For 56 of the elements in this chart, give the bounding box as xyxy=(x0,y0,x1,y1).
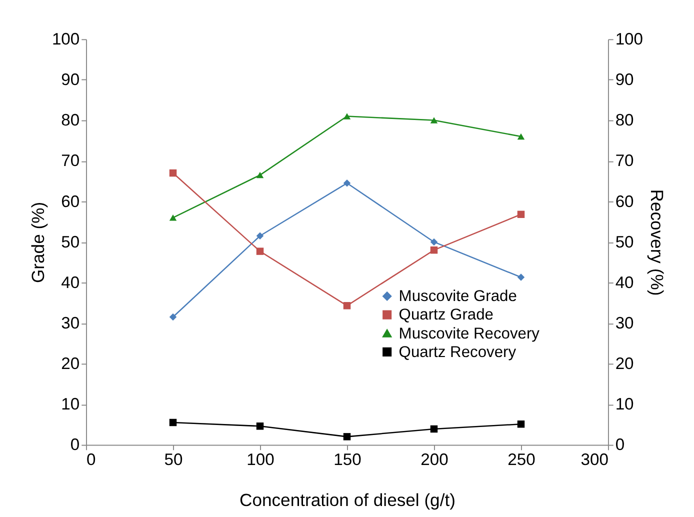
x-tick-label: 200 xyxy=(420,450,448,469)
point xyxy=(169,313,177,321)
point xyxy=(256,248,264,255)
point xyxy=(430,238,438,246)
point xyxy=(517,420,525,428)
x-tick-label: 50 xyxy=(164,450,183,469)
x-axis-title: Concentration of diesel (g/t) xyxy=(240,490,456,510)
point xyxy=(343,113,351,120)
y2-tick-label: 30 xyxy=(615,313,634,332)
y2-tick-label: 100 xyxy=(615,30,644,49)
y-tick-label: 20 xyxy=(61,354,80,374)
point xyxy=(256,172,264,178)
y2-tick-label: 10 xyxy=(615,394,634,414)
y-tick-label: 60 xyxy=(61,192,80,211)
point xyxy=(169,418,177,426)
x-tick-label: 150 xyxy=(334,450,362,469)
y-tick-label: 80 xyxy=(61,110,80,130)
y-tick-label: 30 xyxy=(61,313,80,332)
point xyxy=(343,433,351,440)
y-tick-label: 0 xyxy=(70,435,80,454)
legend-label: Quartz Grade xyxy=(398,306,494,324)
x-tick-label: 0 xyxy=(86,450,96,469)
y2-tick-label: 80 xyxy=(615,110,634,130)
y2-tick-label: 40 xyxy=(615,272,634,292)
point xyxy=(343,302,351,310)
point xyxy=(343,180,351,187)
x-tick-label: 100 xyxy=(246,450,274,469)
point xyxy=(517,133,525,140)
y-tick-label: 50 xyxy=(61,232,80,252)
y2-tick-label: 0 xyxy=(615,435,625,454)
legend-label: Quartz Recovery xyxy=(398,344,516,361)
point xyxy=(430,246,438,254)
legend-label: Muscovite Grade xyxy=(398,288,517,306)
y-axis-title: Grade (%) xyxy=(28,202,48,283)
point xyxy=(430,117,438,124)
y-tick-label: 40 xyxy=(61,272,80,292)
point xyxy=(169,214,177,221)
x-tick-label: 250 xyxy=(508,450,536,469)
point xyxy=(517,210,525,218)
point xyxy=(517,274,525,281)
x-tick-label: 300 xyxy=(580,450,608,469)
point xyxy=(430,425,438,433)
y2-tick-label: 90 xyxy=(615,70,634,90)
y-tick-label: 90 xyxy=(61,70,80,90)
y2-tick-label: 60 xyxy=(615,192,634,211)
y-tick-label: 10 xyxy=(61,394,80,414)
y2-axis-title: Recovery (%) xyxy=(646,189,667,296)
y-tick-label: 100 xyxy=(52,30,80,49)
y-tick-label: 70 xyxy=(61,151,80,170)
point xyxy=(256,232,264,240)
y2-tick-label: 20 xyxy=(615,354,634,374)
y2-tick-label: 70 xyxy=(615,151,634,170)
point xyxy=(169,169,177,177)
legend-label: Muscovite Recovery xyxy=(398,325,540,342)
y2-tick-label: 50 xyxy=(615,232,634,252)
point xyxy=(256,422,264,430)
